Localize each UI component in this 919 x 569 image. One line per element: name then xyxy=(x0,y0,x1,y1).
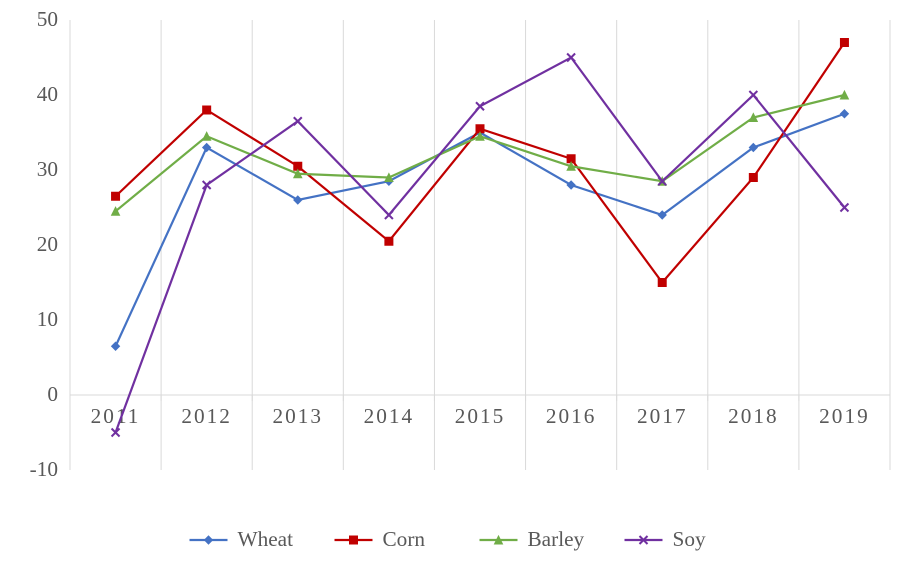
marker-square xyxy=(658,279,666,287)
marker-square xyxy=(203,106,211,114)
x-tick-label: 2014 xyxy=(364,404,415,428)
y-tick-label: 40 xyxy=(37,82,58,106)
marker-square xyxy=(350,536,358,544)
y-tick-label: 10 xyxy=(37,307,58,331)
legend-label: Wheat xyxy=(238,527,294,551)
line-chart: -10 0 10 20 30 40 50 2011 2012 2013 2014 2015 2016 20… xyxy=(0,0,919,569)
legend-label: Barley xyxy=(528,527,585,551)
x-tick-label: 2011 xyxy=(91,404,141,428)
y-tick-label: 20 xyxy=(37,232,58,256)
x-tick-label: 2019 xyxy=(819,404,870,428)
x-tick-label: 2017 xyxy=(637,404,688,428)
legend-label: Corn xyxy=(383,527,426,551)
x-tick-label: 2012 xyxy=(181,404,232,428)
y-tick-label: 50 xyxy=(37,7,58,31)
x-tick-label: 2015 xyxy=(455,404,506,428)
legend-label: Soy xyxy=(673,527,706,551)
marker-square xyxy=(385,237,393,245)
x-tick-label: 2013 xyxy=(273,404,324,428)
y-tick-label: -10 xyxy=(30,457,58,481)
marker-square xyxy=(840,39,848,47)
x-tick-label: 2016 xyxy=(546,404,597,428)
chart-svg: -10 0 10 20 30 40 50 2011 2012 2013 2014 2015 2016 20… xyxy=(0,0,919,569)
y-tick-label: 0 xyxy=(47,382,58,406)
x-tick-label: 2018 xyxy=(728,404,779,428)
y-tick-label: 30 xyxy=(37,157,58,181)
marker-square xyxy=(749,174,757,182)
marker-square xyxy=(112,192,120,200)
